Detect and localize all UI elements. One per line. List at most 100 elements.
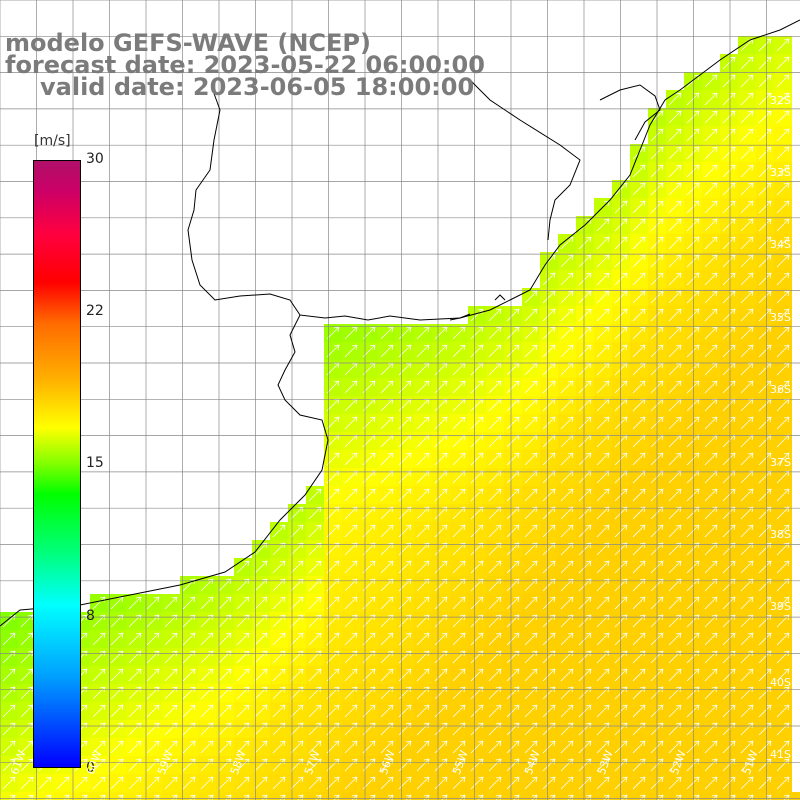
wind-arrow <box>488 488 502 502</box>
wind-arrow <box>578 290 592 304</box>
wind-arrow <box>308 506 322 520</box>
wind-arrow <box>441 794 448 800</box>
wind-arrow <box>416 380 430 394</box>
wind-arrow <box>218 758 232 772</box>
wind-arrow <box>596 326 610 340</box>
wind-arrow <box>434 596 448 610</box>
wind-arrow <box>740 506 754 520</box>
wind-arrow <box>351 794 358 800</box>
wind-arrow <box>506 326 520 340</box>
wind-arrow <box>704 632 718 646</box>
wind-arrow <box>729 794 736 800</box>
wind-arrow <box>416 506 430 520</box>
wind-arrow <box>614 524 628 538</box>
wind-arrow <box>776 74 790 88</box>
wind-arrow <box>578 308 592 322</box>
wind-arrow <box>524 452 538 466</box>
wind-arrow <box>776 452 790 466</box>
wind-arrow <box>524 596 538 610</box>
field-cell <box>630 792 648 800</box>
wind-arrow <box>218 596 232 610</box>
wind-arrow <box>344 632 358 646</box>
wind-arrow <box>686 380 700 394</box>
wind-arrow <box>326 506 340 520</box>
wind-arrow <box>632 344 646 358</box>
wind-arrow <box>542 452 556 466</box>
field-cell <box>486 792 504 800</box>
wind-arrow <box>164 704 178 718</box>
wind-arrow <box>308 758 322 772</box>
wind-arrow <box>596 704 610 718</box>
wind-arrow <box>20 704 34 718</box>
wind-arrow <box>254 560 268 574</box>
wind-arrow <box>434 326 448 340</box>
wind-arrow <box>434 560 448 574</box>
wind-arrow <box>488 758 502 772</box>
wind-arrow <box>92 740 106 754</box>
field-cell <box>594 792 612 800</box>
wind-arrow <box>668 146 682 160</box>
wind-arrow <box>92 596 106 610</box>
field-cell <box>720 792 738 800</box>
wind-arrow <box>686 452 700 466</box>
wind-arrow <box>488 506 502 520</box>
wind-arrow <box>380 380 394 394</box>
wind-arrow <box>614 236 628 250</box>
wind-arrow <box>506 308 520 322</box>
wind-arrow <box>488 704 502 718</box>
wind-arrow <box>74 758 88 772</box>
wind-arrow <box>578 524 592 538</box>
field-cell <box>666 792 684 800</box>
wind-arrow <box>614 452 628 466</box>
wind-arrow <box>236 560 250 574</box>
field-cell <box>162 792 180 800</box>
wind-arrow <box>596 290 610 304</box>
wind-arrow <box>722 92 736 106</box>
wind-arrow <box>236 704 250 718</box>
wind-arrow <box>740 110 754 124</box>
wind-arrow <box>578 776 592 790</box>
wind-arrow <box>254 722 268 736</box>
wind-arrow <box>704 92 718 106</box>
wind-arrow <box>614 326 628 340</box>
wind-arrow <box>668 344 682 358</box>
wind-arrow <box>434 740 448 754</box>
wind-arrow <box>614 596 628 610</box>
wind-arrow <box>272 722 286 736</box>
wind-arrow <box>398 344 412 358</box>
wind-arrow <box>776 776 790 790</box>
wind-arrow <box>542 416 556 430</box>
wind-arrow <box>272 560 286 574</box>
wind-arrow <box>578 560 592 574</box>
wind-arrow <box>560 668 574 682</box>
wind-arrow <box>434 524 448 538</box>
wind-arrow <box>614 776 628 790</box>
wind-arrow <box>596 344 610 358</box>
wind-arrow <box>434 776 448 790</box>
wind-arrow <box>740 488 754 502</box>
wind-arrow <box>434 344 448 358</box>
lat-label: 34S <box>770 238 791 251</box>
wind-arrow <box>722 524 736 538</box>
wind-arrow <box>722 326 736 340</box>
wind-arrow <box>704 308 718 322</box>
wind-arrow <box>776 740 790 754</box>
wind-arrow <box>506 380 520 394</box>
field-cell <box>522 792 540 800</box>
wind-arrow <box>470 416 484 430</box>
wind-arrow <box>549 794 556 800</box>
wind-arrow <box>596 254 610 268</box>
wind-arrow <box>776 308 790 322</box>
wind-arrow <box>459 794 466 800</box>
field-cell <box>306 792 324 800</box>
lat-label: 37S <box>770 456 791 469</box>
wind-arrow <box>506 632 520 646</box>
wind-arrow <box>452 560 466 574</box>
wind-arrow <box>740 542 754 556</box>
wind-arrow <box>686 92 700 106</box>
wind-arrow <box>632 668 646 682</box>
wind-arrow <box>596 740 610 754</box>
wind-arrow <box>578 758 592 772</box>
wind-arrow <box>740 524 754 538</box>
wind-arrow <box>2 722 16 736</box>
